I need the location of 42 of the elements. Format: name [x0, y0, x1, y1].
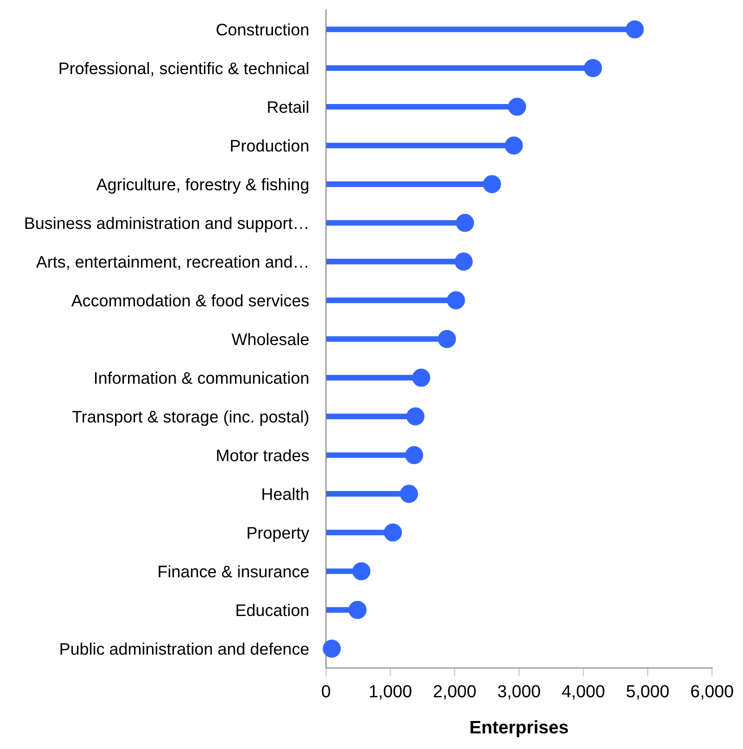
x-tick-label: 0 [322, 685, 330, 698]
x-tick-label: 2,000 [434, 685, 476, 700]
y-tick-label: Production [231, 139, 308, 152]
x-tick-label: 4,000 [562, 685, 604, 700]
point [584, 59, 602, 78]
x-tick-label: 5,000 [626, 685, 669, 700]
y-tick-label: Information & communication [95, 372, 308, 384]
y-tick-label: Finance & insurance [158, 565, 309, 578]
y-tick-label: Transport & storage (inc. postal) [72, 410, 308, 426]
point [406, 407, 424, 426]
point [508, 98, 526, 116]
y-tick-label: Public administration and defence [60, 642, 309, 655]
y-tick-label: Motor trades [217, 449, 309, 462]
y-tick-label: Professional, scientific & technical [60, 62, 308, 76]
point [456, 214, 474, 232]
point [322, 640, 341, 658]
x-tick-label: 6,000 [691, 685, 734, 700]
y-tick-label: Wholesale [232, 332, 309, 346]
y-tick-label: Agriculture, forestry & fishing [96, 178, 308, 194]
y-tick-label: Arts, entertainment, recreation and… [36, 256, 308, 270]
point [482, 175, 502, 194]
point [348, 600, 367, 619]
y-tick-label: Accommodation & food services [71, 294, 309, 306]
point [352, 562, 370, 580]
point [454, 252, 473, 271]
x-tick-label: 3,000 [498, 685, 540, 700]
point [446, 291, 465, 310]
point [626, 20, 644, 38]
x-axis-title: Enterprises [470, 720, 568, 738]
y-tick-label: Business administration and support… [25, 216, 308, 232]
point [412, 368, 430, 387]
point [405, 446, 424, 464]
point [400, 484, 418, 503]
point [438, 330, 456, 348]
y-tick-label: Property [248, 527, 310, 542]
y-tick-label: Retail [268, 100, 308, 113]
y-tick-label: Construction [216, 23, 308, 36]
point [384, 524, 402, 542]
y-tick-label: Health [262, 488, 308, 500]
x-tick-label: 1,000 [370, 685, 412, 700]
y-tick-label: Education [236, 604, 308, 616]
point [504, 136, 523, 154]
